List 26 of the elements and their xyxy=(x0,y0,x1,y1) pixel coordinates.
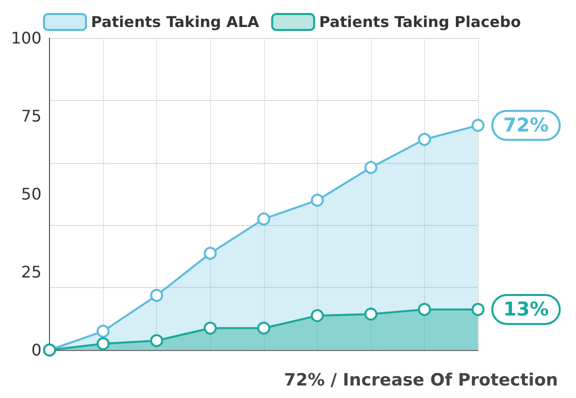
y-tick-label: 100 xyxy=(10,28,42,48)
point xyxy=(472,302,484,316)
point xyxy=(96,337,110,350)
point xyxy=(204,246,217,260)
x-axis-title: 72% / Increase Of Protection xyxy=(284,370,558,390)
text: 13% xyxy=(503,298,549,320)
point xyxy=(96,324,110,338)
point xyxy=(150,334,164,348)
y-tick-label: 0 xyxy=(31,340,42,360)
legend-label: Patients Taking Placebo xyxy=(319,13,521,31)
point xyxy=(257,212,270,226)
point xyxy=(418,132,431,146)
y-tick-label: 75 xyxy=(21,106,42,126)
legend-label: Patients Taking ALA xyxy=(91,13,260,31)
y-tick-label: 50 xyxy=(21,184,42,204)
point xyxy=(257,322,270,335)
point xyxy=(418,302,431,316)
point xyxy=(364,160,378,174)
point xyxy=(204,322,217,335)
point xyxy=(310,309,324,322)
y-tick-label: 25 xyxy=(21,262,42,282)
point xyxy=(364,308,378,321)
text: 72% xyxy=(503,114,549,136)
point xyxy=(150,288,164,302)
point xyxy=(310,194,324,207)
point xyxy=(472,118,484,132)
